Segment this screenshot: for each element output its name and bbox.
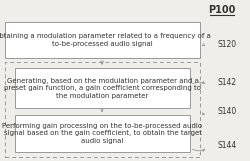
Text: P100: P100 bbox=[208, 5, 236, 15]
FancyBboxPatch shape bbox=[15, 68, 190, 108]
Text: Performing gain processing on the to-be-processed audio
signal based on the gain: Performing gain processing on the to-be-… bbox=[2, 123, 202, 144]
Text: S144: S144 bbox=[218, 141, 237, 150]
FancyBboxPatch shape bbox=[5, 22, 200, 58]
Text: Obtaining a modulation parameter related to a frequency of a
to-be-processed aud: Obtaining a modulation parameter related… bbox=[0, 33, 211, 47]
Text: S142: S142 bbox=[218, 77, 237, 86]
Text: S140: S140 bbox=[218, 108, 237, 117]
FancyBboxPatch shape bbox=[15, 115, 190, 152]
Text: Generating, based on the modulation parameter and a
preset gain function, a gain: Generating, based on the modulation para… bbox=[4, 77, 201, 99]
Text: S120: S120 bbox=[218, 39, 237, 48]
